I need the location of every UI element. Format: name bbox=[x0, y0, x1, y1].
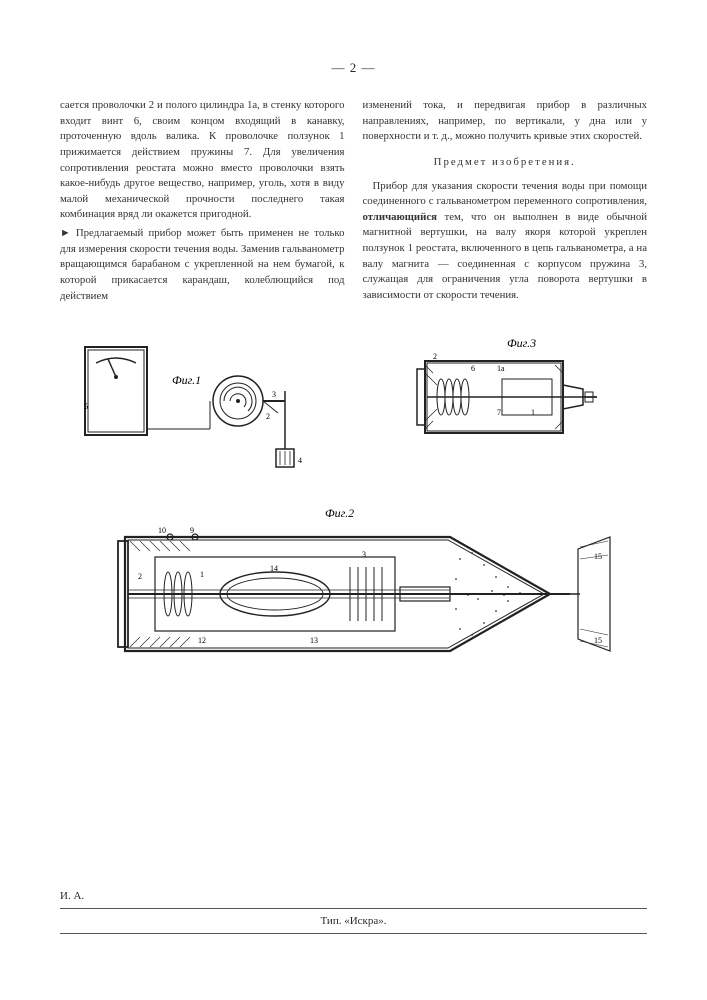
left-p2: ► Предлагаемый прибор может быть примене… bbox=[60, 226, 345, 304]
footer-rule-2 bbox=[60, 933, 647, 934]
footer-right: Тип. «Искра». bbox=[320, 915, 386, 927]
svg-text:12: 12 bbox=[198, 636, 206, 645]
svg-text:13: 13 bbox=[310, 636, 318, 645]
figure-1: Фиг.1 3 2 4 5 bbox=[80, 329, 320, 479]
svg-text:9: 9 bbox=[190, 526, 194, 535]
footer: И. А. Тип. «Искра». bbox=[60, 890, 647, 940]
text-columns: сается проволочки 2 и полого цилиндра 1а… bbox=[60, 98, 647, 307]
right-p2: Прибор для указания скорости течения вод… bbox=[363, 179, 648, 304]
svg-text:2: 2 bbox=[433, 352, 437, 361]
right-p1: изменений тока, и передвигая прибор в ра… bbox=[363, 98, 648, 145]
svg-text:2: 2 bbox=[138, 572, 142, 581]
claim-bold: отличающийся bbox=[363, 211, 438, 223]
left-p1: сается проволочки 2 и полого цилиндра 1а… bbox=[60, 98, 345, 223]
footer-left: И. А. bbox=[60, 890, 84, 902]
fig2-label-text: Фиг.2 bbox=[325, 506, 354, 520]
svg-text:15: 15 bbox=[594, 636, 602, 645]
page-number: — 2 — bbox=[60, 60, 647, 76]
svg-text:1: 1 bbox=[200, 570, 204, 579]
svg-text:4: 4 bbox=[298, 456, 302, 465]
svg-text:3: 3 bbox=[272, 390, 276, 399]
figures-area: Фиг.1 3 2 4 5 Фиг bbox=[60, 329, 647, 749]
figure-3: Фиг.3 bbox=[397, 329, 607, 469]
svg-text:6: 6 bbox=[471, 364, 475, 373]
svg-text:10: 10 bbox=[158, 526, 166, 535]
svg-text:1a: 1a bbox=[497, 364, 505, 373]
svg-text:1: 1 bbox=[531, 408, 535, 417]
svg-text:7: 7 bbox=[497, 408, 501, 417]
svg-text:2: 2 bbox=[266, 412, 270, 421]
svg-text:3: 3 bbox=[362, 550, 366, 559]
figure-2: Фиг.2 bbox=[100, 499, 600, 679]
footer-rule-1 bbox=[60, 908, 647, 909]
fig1-label-text: Фиг.1 bbox=[172, 373, 201, 387]
right-column: изменений тока, и передвигая прибор в ра… bbox=[363, 98, 648, 307]
claim-pre: Прибор для указания скорости течения вод… bbox=[363, 180, 648, 208]
svg-text:5: 5 bbox=[84, 402, 88, 411]
subject-title: Предмет изобретения. bbox=[363, 155, 648, 171]
claim-post: тем, что он выполнен в виде обычной магн… bbox=[363, 211, 648, 301]
left-column: сается проволочки 2 и полого цилиндра 1а… bbox=[60, 98, 345, 307]
svg-text:15: 15 bbox=[594, 552, 602, 561]
svg-text:14: 14 bbox=[270, 564, 278, 573]
fig3-label-text: Фиг.3 bbox=[507, 336, 536, 350]
